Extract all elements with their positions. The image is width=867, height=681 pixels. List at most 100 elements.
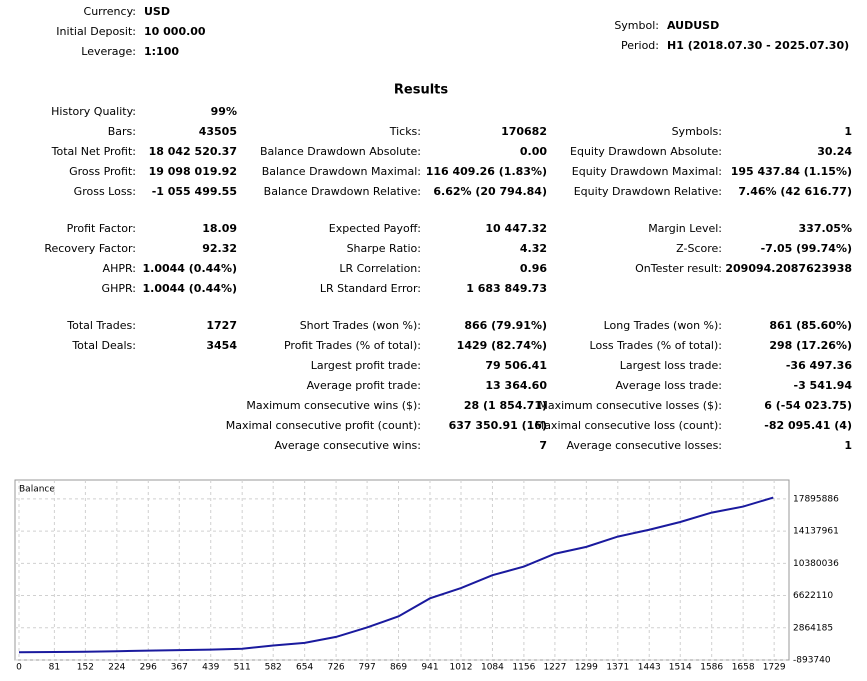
- result-value: 7: [539, 439, 547, 452]
- result-value: 3454: [206, 339, 237, 352]
- result-value: 6.62% (20 794.84): [433, 185, 547, 198]
- x-tick-label: 1299: [575, 663, 598, 673]
- result-value: 170682: [501, 125, 547, 138]
- y-tick-label: -893740: [793, 656, 831, 666]
- result-label: Gross Profit:: [69, 165, 136, 178]
- result-label: Average profit trade:: [307, 379, 421, 392]
- header-value: 1:100: [144, 45, 179, 58]
- x-tick-label: 81: [49, 663, 60, 673]
- result-label: Maximal consecutive loss (count):: [535, 419, 722, 432]
- result-label: Total Net Profit:: [51, 145, 136, 158]
- result-label: Equity Drawdown Relative:: [574, 185, 722, 198]
- x-tick-label: 1729: [763, 663, 786, 673]
- header-label: Initial Deposit:: [56, 25, 136, 38]
- result-value: 1.0044 (0.44%): [143, 282, 238, 295]
- result-value: 10 447.32: [485, 222, 547, 235]
- y-tick-label: 17895886: [793, 494, 839, 504]
- result-value: 1: [844, 439, 852, 452]
- result-label: Maximum consecutive wins ($):: [246, 399, 421, 412]
- result-label: GHPR:: [102, 282, 136, 295]
- result-value: 1429 (82.74%): [457, 339, 547, 352]
- x-tick-label: 224: [108, 663, 125, 673]
- result-label: Balance Drawdown Relative:: [264, 185, 421, 198]
- result-value: 195 437.84 (1.15%): [731, 165, 852, 178]
- result-value: 7.46% (42 616.77): [738, 185, 852, 198]
- result-value: 637 350.91 (16): [449, 419, 547, 432]
- result-value: 866 (79.91%): [464, 319, 547, 332]
- x-tick-label: 1371: [606, 663, 629, 673]
- result-label: Short Trades (won %):: [300, 319, 421, 332]
- x-tick-label: 1227: [543, 663, 566, 673]
- result-label: Expected Payoff:: [329, 222, 421, 235]
- result-value: 6 (-54 023.75): [764, 399, 852, 412]
- result-label: Balance Drawdown Maximal:: [262, 165, 421, 178]
- result-label: Equity Drawdown Maximal:: [572, 165, 722, 178]
- result-label: Average loss trade:: [616, 379, 722, 392]
- result-label: Total Deals:: [71, 339, 136, 352]
- y-tick-label: 14137961: [793, 527, 839, 537]
- result-value: 1.0044 (0.44%): [143, 262, 238, 275]
- y-tick-label: 6622110: [793, 591, 833, 601]
- header-value: USD: [144, 5, 170, 18]
- result-value: 99%: [211, 105, 237, 118]
- result-value: 28 (1 854.71): [464, 399, 547, 412]
- y-tick-label: 2864185: [793, 623, 833, 633]
- result-label: Bars:: [108, 125, 136, 138]
- result-label: Equity Drawdown Absolute:: [570, 145, 722, 158]
- chart-title: Balance: [19, 485, 55, 495]
- result-value: 92.32: [202, 242, 237, 255]
- result-label: Profit Factor:: [67, 222, 136, 235]
- x-tick-label: 152: [77, 663, 94, 673]
- x-tick-label: 1012: [450, 663, 473, 673]
- result-label: Largest loss trade:: [620, 359, 722, 372]
- result-label: LR Standard Error:: [320, 282, 421, 295]
- result-label: Margin Level:: [648, 222, 722, 235]
- result-label: Z-Score:: [676, 242, 722, 255]
- result-label: History Quality:: [51, 105, 136, 118]
- x-tick-label: 797: [359, 663, 376, 673]
- x-tick-label: 1658: [732, 663, 755, 673]
- result-value: -82 095.41 (4): [764, 419, 852, 432]
- result-value: 209094.2087623938: [725, 262, 852, 275]
- result-label: Balance Drawdown Absolute:: [260, 145, 421, 158]
- header-label: Period:: [621, 39, 659, 52]
- result-value: 861 (85.60%): [769, 319, 852, 332]
- result-label: Largest profit trade:: [311, 359, 421, 372]
- x-tick-label: 1514: [669, 663, 692, 673]
- header-value: 10 000.00: [144, 25, 206, 38]
- result-value: 18.09: [202, 222, 237, 235]
- x-tick-label: 1586: [700, 663, 723, 673]
- x-tick-label: 367: [171, 663, 188, 673]
- result-value: 1: [844, 125, 852, 138]
- result-value: -36 497.36: [786, 359, 852, 372]
- result-label: Profit Trades (% of total):: [284, 339, 421, 352]
- result-value: 19 098 019.92: [149, 165, 237, 178]
- result-value: -3 541.94: [794, 379, 853, 392]
- result-label: Maximal consecutive profit (count):: [226, 419, 421, 432]
- result-value: 43505: [199, 125, 237, 138]
- x-tick-label: 511: [234, 663, 251, 673]
- result-label: Gross Loss:: [74, 185, 136, 198]
- result-label: Average consecutive wins:: [274, 439, 421, 452]
- x-tick-label: 726: [327, 663, 344, 673]
- header-value: H1 (2018.07.30 - 2025.07.30): [667, 39, 849, 52]
- result-label: Ticks:: [389, 125, 421, 138]
- result-value: 1727: [206, 319, 237, 332]
- result-value: 337.05%: [799, 222, 852, 235]
- x-tick-label: 582: [265, 663, 282, 673]
- result-label: Long Trades (won %):: [604, 319, 722, 332]
- y-tick-label: 10380036: [793, 559, 839, 569]
- x-tick-label: 296: [140, 663, 157, 673]
- result-value: 0.96: [520, 262, 547, 275]
- result-value: 13 364.60: [485, 379, 547, 392]
- x-tick-label: 1156: [512, 663, 535, 673]
- result-value: 79 506.41: [485, 359, 547, 372]
- result-value: -1 055 499.55: [152, 185, 237, 198]
- x-tick-label: 0: [16, 663, 22, 673]
- result-value: 1 683 849.73: [466, 282, 547, 295]
- x-tick-label: 869: [390, 663, 407, 673]
- result-label: Loss Trades (% of total):: [590, 339, 722, 352]
- result-label: Maximum consecutive losses ($):: [538, 399, 722, 412]
- result-label: Average consecutive losses:: [566, 439, 722, 452]
